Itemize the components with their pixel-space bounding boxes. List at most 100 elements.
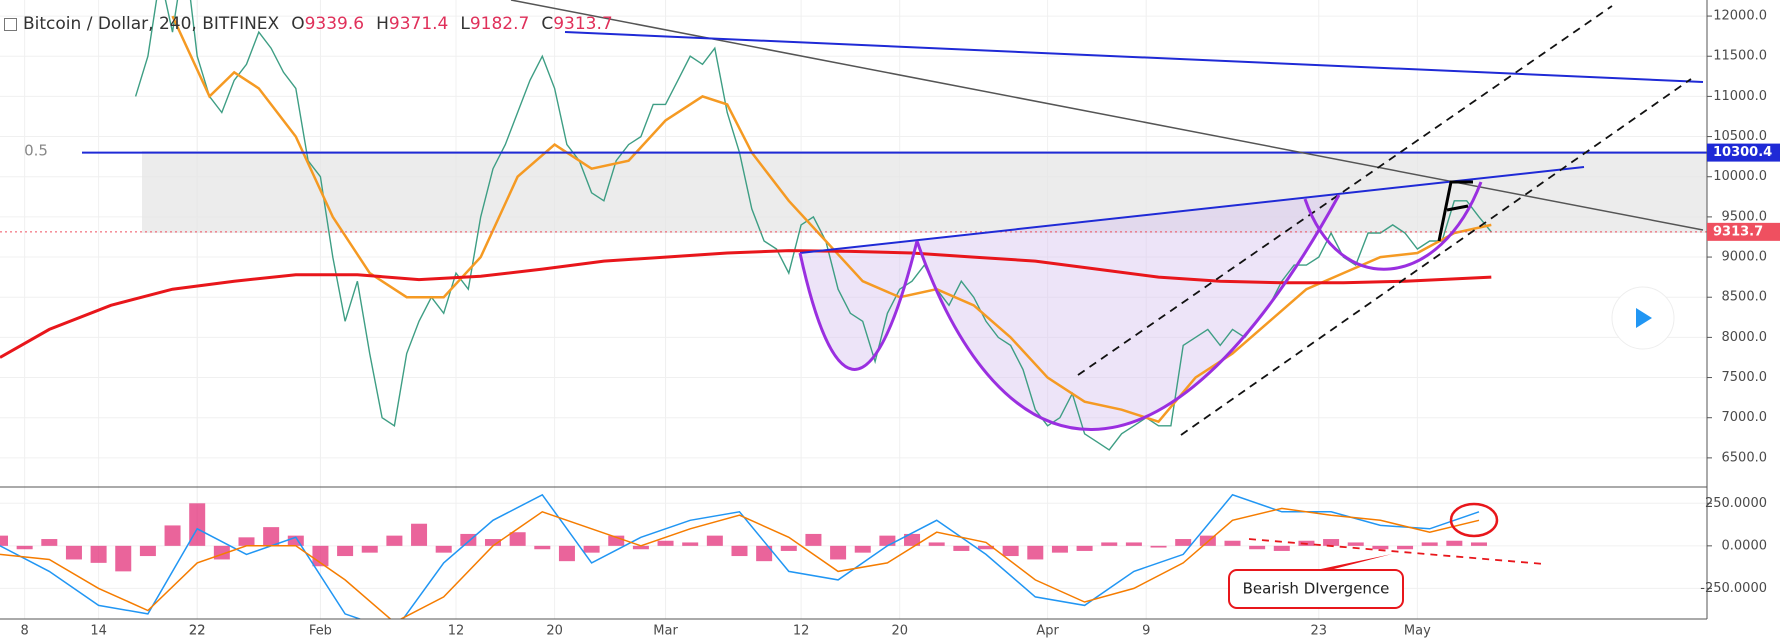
histogram-bar: [164, 525, 181, 546]
ohlc-key: L: [460, 14, 470, 34]
x-tick-label: May: [1404, 624, 1431, 639]
x-tick-label: 12: [448, 624, 465, 639]
histogram-bar: [287, 535, 304, 546]
histogram-bar: [361, 545, 378, 553]
histogram-bar: [41, 539, 58, 546]
histogram-bar: [928, 542, 945, 546]
y-tick-label: 8500.0: [1722, 290, 1768, 305]
ohlc-key: C: [541, 14, 554, 34]
x-tick-label: Mar: [653, 624, 678, 639]
y-tick-label: 8000.0: [1722, 330, 1768, 345]
histogram-bar: [1076, 545, 1093, 551]
histogram-bar: [706, 535, 723, 546]
fib-zone: [142, 151, 1707, 233]
histogram-bar: [583, 545, 600, 553]
series-line: [0, 493, 1480, 619]
cup: [1303, 181, 1483, 271]
series-line: [0, 507, 1480, 619]
x-tick-label: Apr: [1036, 624, 1059, 639]
y-tick-label: 9000.0: [1722, 250, 1768, 265]
histogram-bar: [312, 545, 329, 567]
y-tick-label: 9500.0: [1722, 209, 1768, 224]
histogram-bar: [830, 545, 847, 560]
histogram-bar: [904, 533, 921, 546]
play-icon[interactable]: [1636, 308, 1652, 328]
histogram-bar: [558, 545, 575, 562]
y-tick-label: 10500.0: [1713, 129, 1767, 144]
price-label: 9313.7: [1713, 224, 1763, 239]
highlight-ellipse: [1449, 502, 1499, 538]
histogram-bar: [1150, 545, 1167, 548]
histogram-bar: [337, 545, 354, 557]
histogram-bar: [780, 545, 797, 551]
channel-line: [1077, 5, 1613, 376]
histogram-bar: [1125, 542, 1142, 546]
histogram-bar: [460, 533, 477, 546]
histogram-bar: [1051, 545, 1068, 553]
histogram-bar: [386, 535, 403, 546]
histogram-bar: [509, 532, 526, 546]
histogram-bar: [1470, 542, 1487, 546]
histogram-bar: [756, 545, 773, 562]
price-label: 10300.4: [1713, 145, 1772, 160]
histogram-bar: [435, 545, 452, 553]
histogram-bar: [1249, 545, 1266, 550]
series-line: [0, 249, 1492, 359]
y-tick-label: 12000.0: [1713, 9, 1767, 24]
y-tick-label: 10000.0: [1713, 169, 1767, 184]
drawings: [510, 0, 1704, 609]
histogram-bar: [682, 542, 699, 546]
histogram-bar: [1372, 545, 1389, 550]
y-tick-label: 0.0000: [1722, 538, 1768, 553]
histogram-bar: [0, 535, 8, 546]
histogram-bar: [1421, 542, 1438, 546]
histogram-bar: [411, 523, 428, 546]
cup: [798, 240, 919, 371]
histogram-bar: [632, 545, 649, 550]
histogram-bar: [115, 545, 132, 572]
histogram-bar: [1175, 539, 1192, 546]
fib-label: 0.5: [24, 142, 48, 160]
y-tick-label: 11000.0: [1713, 89, 1767, 104]
histogram-bar: [534, 545, 551, 550]
cup: [915, 194, 1341, 431]
histogram-bar: [1273, 545, 1290, 551]
histogram-bar: [879, 535, 896, 546]
histogram-bar: [1446, 540, 1463, 546]
x-tick-label: 14: [90, 624, 107, 639]
histogram-bar: [977, 545, 994, 550]
histogram-bar: [484, 539, 501, 546]
histogram-bar: [238, 537, 255, 546]
histogram-bar: [1027, 545, 1044, 560]
histogram-bar: [608, 535, 625, 546]
histogram-bar: [16, 545, 33, 550]
y-tick-label: 6500.0: [1722, 450, 1768, 465]
divergence-line: [1248, 538, 1545, 565]
price-label-box: [1707, 143, 1780, 162]
histogram-bar: [1397, 545, 1414, 550]
ohlc-value: 9313.7: [553, 14, 613, 34]
x-tick-label: Feb: [309, 624, 332, 639]
ohlc-key: H: [376, 14, 389, 34]
histogram-bar: [1347, 542, 1364, 546]
histogram-bar: [805, 533, 822, 546]
histogram-bar: [139, 545, 156, 557]
x-tick-label: 22: [189, 624, 206, 639]
y-tick-label: -250.0000: [1700, 581, 1767, 596]
y-tick-label: 7500.0: [1722, 370, 1768, 385]
symbol: Bitcoin / Dollar, 240, BITFINEX: [23, 14, 280, 34]
ohlc-key: O: [291, 14, 305, 34]
histogram-bar: [953, 545, 970, 551]
flag: [1446, 204, 1469, 212]
price-label-box: [1707, 222, 1780, 241]
y-tick-label: 250.0000: [1705, 496, 1767, 511]
toggle[interactable]: [4, 17, 17, 31]
histogram-bar: [731, 545, 748, 557]
histogram-bar: [657, 540, 674, 546]
y-tick-label: 11500.0: [1713, 49, 1767, 64]
x-tick-label: 8: [21, 624, 29, 639]
channel-line: [1180, 78, 1692, 436]
histogram-bar: [854, 545, 871, 553]
histogram-bar: [1101, 542, 1118, 546]
